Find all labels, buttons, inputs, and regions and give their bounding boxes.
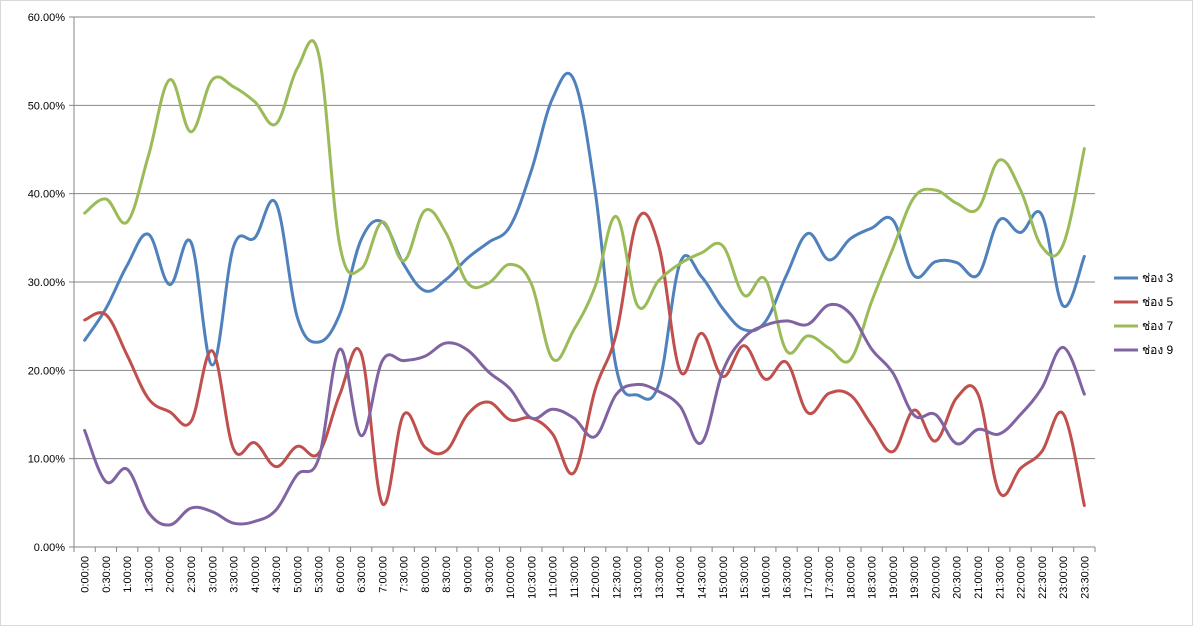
x-tick-label: 4:00:00 <box>250 556 262 593</box>
x-tick-label: 9:30:00 <box>484 556 496 593</box>
x-tick-label: 22:30:00 <box>1037 556 1049 599</box>
x-tick-label: 2:30:00 <box>186 556 198 593</box>
x-tick-label: 23:00:00 <box>1058 556 1070 599</box>
x-tick-label: 18:30:00 <box>867 556 879 599</box>
x-tick-label: 20:30:00 <box>952 556 964 599</box>
x-tick-label: 19:30:00 <box>909 556 921 599</box>
x-tick-label: 6:30:00 <box>356 556 368 593</box>
x-tick-label: 17:30:00 <box>824 556 836 599</box>
x-tick-label: 5:30:00 <box>314 556 326 593</box>
legend-label: ช่อง 3 <box>1142 271 1174 285</box>
legend-label: ช่อง 7 <box>1142 319 1174 333</box>
x-tick-label: 15:00:00 <box>718 556 730 599</box>
x-tick-label: 10:30:00 <box>526 556 538 599</box>
x-tick-label: 11:30:00 <box>569 556 581 598</box>
x-tick-label: 8:00:00 <box>420 556 432 593</box>
x-tick-label: 22:00:00 <box>1016 556 1028 599</box>
x-tick-label: 9:00:00 <box>463 556 475 593</box>
x-tick-label: 3:00:00 <box>207 556 219 593</box>
axes <box>69 16 1096 552</box>
y-tick-label: 10.00% <box>28 454 66 466</box>
x-tick-label: 2:00:00 <box>165 556 177 593</box>
x-tick-label: 12:00:00 <box>590 556 602 599</box>
y-tick-label: 30.00% <box>28 277 66 289</box>
x-tick-label: 0:30:00 <box>101 556 113 593</box>
x-tick-label: 4:30:00 <box>271 556 283 593</box>
x-tick-label: 0:00:00 <box>80 556 92 593</box>
x-tick-label: 7:30:00 <box>399 556 411 593</box>
x-tick-label: 16:30:00 <box>782 556 794 599</box>
gridlines <box>74 16 1095 460</box>
x-tick-label: 11:00:00 <box>548 556 560 598</box>
legend: ช่อง 3 ช่อง 5 ช่อง 7 ช่อง 9 <box>1114 271 1174 357</box>
x-tick-label: 21:30:00 <box>994 556 1006 599</box>
x-tick-label: 7:00:00 <box>377 556 389 593</box>
x-tick-label: 3:30:00 <box>229 556 241 593</box>
x-tick-label: 19:00:00 <box>888 556 900 599</box>
y-tick-label: 60.00% <box>28 12 66 24</box>
x-tick-label: 12:30:00 <box>611 556 623 599</box>
series-lines <box>83 39 1086 527</box>
x-tick-label: 6:00:00 <box>335 556 347 593</box>
y-tick-label: 0.00% <box>34 542 65 554</box>
x-tick-label: 14:00:00 <box>675 556 687 599</box>
x-tick-label: 14:30:00 <box>696 556 708 599</box>
y-tick-label: 40.00% <box>28 189 66 201</box>
x-tick-label: 1:00:00 <box>122 556 134 593</box>
x-tick-label: 20:00:00 <box>930 556 942 599</box>
series-line-2 <box>83 211 1086 507</box>
y-axis-ticks: 0.00% 10.00% 20.00% 30.00% 40.00% 50.00% 60.00… <box>28 12 66 554</box>
x-tick-label: 5:00:00 <box>292 556 304 593</box>
x-tick-label: 18:00:00 <box>845 556 857 599</box>
x-tick-label: 23:30:00 <box>1079 556 1091 599</box>
series-line-3 <box>83 39 1086 364</box>
legend-label: ช่อง 5 <box>1142 295 1174 309</box>
x-tick-label: 13:30:00 <box>654 556 666 599</box>
x-tick-label: 13:00:00 <box>633 556 645 599</box>
x-axis-ticks: 0:00:00 0:30:00 1:00:00 1:30:00 2:00:00 2:30:… <box>80 556 1092 599</box>
x-tick-label: 8:30:00 <box>441 556 453 593</box>
x-tick-label: 17:00:00 <box>803 556 815 599</box>
y-tick-label: 50.00% <box>28 100 66 112</box>
x-tick-label: 10:00:00 <box>505 556 517 599</box>
x-tick-label: 16:00:00 <box>760 556 772 599</box>
series-line-1 <box>83 71 1086 401</box>
series-line-4 <box>83 302 1086 527</box>
x-tick-label: 15:30:00 <box>739 556 751 599</box>
y-tick-label: 20.00% <box>28 365 66 377</box>
x-tick-label: 1:30:00 <box>143 556 155 593</box>
legend-label: ช่อง 9 <box>1142 343 1174 357</box>
x-tick-label: 21:00:00 <box>973 556 985 599</box>
